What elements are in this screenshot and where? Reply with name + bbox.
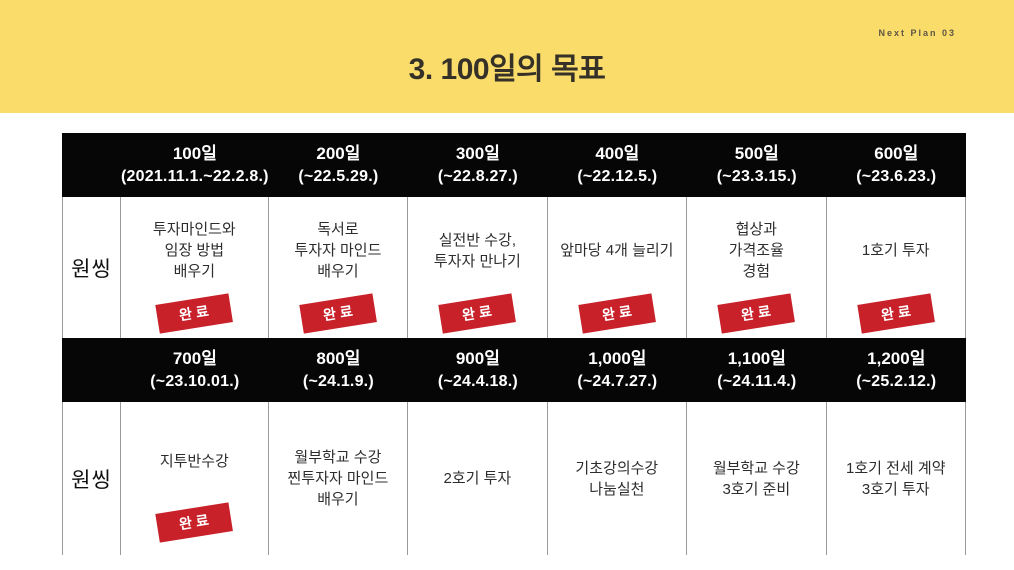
goal-cell-500: 협상과 가격조율 경험 완료 bbox=[687, 197, 827, 338]
header-days: 200일 bbox=[316, 143, 361, 163]
header-range: (~24.11.4.) bbox=[717, 372, 797, 390]
header-spacer-2 bbox=[62, 338, 121, 402]
header-range: (~23.3.15.) bbox=[716, 167, 797, 185]
goal-text: 투자마인드와 임장 방법 배우기 bbox=[152, 221, 236, 280]
header-range: (~24.1.9.) bbox=[302, 372, 374, 390]
goal-cell-1000: 기초강의수강 나눔실천 bbox=[547, 402, 688, 555]
goal-text: 2호기 투자 bbox=[443, 470, 512, 487]
goal-text: 월부학교 수강 찐투자자 마인드 배우기 bbox=[287, 449, 389, 508]
header-500days: 500일 (~23.3.15.) bbox=[687, 133, 827, 197]
header-range: (~24.7.27.) bbox=[577, 372, 658, 390]
header-100days: 100일 (2021.11.1.~22.2.8.) bbox=[121, 133, 269, 197]
goal-cell-200: 독서로 투자자 마인드 배우기 완료 bbox=[268, 197, 409, 338]
header-days: 700일 bbox=[172, 348, 217, 368]
complete-stamp: 완료 bbox=[578, 293, 656, 334]
complete-stamp: 완료 bbox=[717, 293, 795, 334]
header-range: (~22.8.27.) bbox=[437, 167, 518, 185]
goal-cell-700: 지투반수강 완료 bbox=[121, 402, 269, 555]
header-days: 400일 bbox=[595, 143, 640, 163]
header-days: 800일 bbox=[316, 348, 361, 368]
header-1100days: 1,100일 (~24.11.4.) bbox=[687, 338, 827, 402]
header-range: (~23.6.23.) bbox=[856, 167, 937, 185]
goal-cell-900: 2호기 투자 bbox=[408, 402, 548, 555]
brand-label: Next Plan 03 bbox=[878, 28, 956, 38]
goal-cell-300: 실전반 수강, 투자자 만나기 완료 bbox=[408, 197, 548, 338]
header-days: 1,000일 bbox=[588, 348, 647, 368]
goal-text: 앞마당 4개 늘리기 bbox=[560, 242, 674, 259]
goal-cell-1200: 1호기 전세 계약 3호기 투자 bbox=[826, 402, 966, 555]
header-range: (2021.11.1.~22.2.8.) bbox=[121, 167, 269, 185]
title-band bbox=[0, 0, 1014, 113]
page-title: 3. 100일의 목표 bbox=[408, 53, 606, 86]
header-range: (~23.10.01.) bbox=[150, 372, 240, 390]
goal-table: 100일 (2021.11.1.~22.2.8.) 200일 (~22.5.29… bbox=[62, 133, 966, 555]
goal-text: 1호기 전세 계약 3호기 투자 bbox=[846, 459, 946, 498]
complete-stamp: 완료 bbox=[857, 293, 935, 334]
header-range: (~22.5.29.) bbox=[298, 167, 379, 185]
goal-text: 협상과 가격조율 경험 bbox=[728, 221, 784, 280]
header-1200days: 1,200일 (~25.2.12.) bbox=[826, 338, 966, 402]
header-days: 1,200일 bbox=[867, 348, 926, 368]
goal-text: 독서로 투자자 마인드 배우기 bbox=[294, 221, 382, 280]
complete-stamp: 완료 bbox=[155, 502, 234, 543]
header-days: 300일 bbox=[455, 143, 500, 163]
complete-stamp: 완료 bbox=[299, 293, 377, 334]
header-400days: 400일 (~22.12.5.) bbox=[547, 133, 688, 197]
header-days: 100일 bbox=[172, 143, 217, 163]
header-300days: 300일 (~22.8.27.) bbox=[408, 133, 548, 197]
header-range: (~22.12.5.) bbox=[577, 167, 658, 185]
header-900days: 900일 (~24.4.18.) bbox=[408, 338, 548, 402]
goal-text: 기초강의수강 나눔실천 bbox=[575, 459, 659, 498]
goal-text: 지투반수강 bbox=[159, 453, 229, 470]
header-days: 600일 bbox=[874, 143, 919, 163]
goal-cell-1100: 월부학교 수강 3호기 준비 bbox=[687, 402, 827, 555]
header-range: (~24.4.18.) bbox=[437, 372, 518, 390]
row-label-onething: 원씽 bbox=[62, 402, 121, 555]
goal-text: 월부학교 수강 3호기 준비 bbox=[712, 459, 800, 498]
header-range: (~25.2.12.) bbox=[856, 372, 937, 390]
goal-text: 1호기 투자 bbox=[861, 242, 930, 259]
goal-cell-400: 앞마당 4개 늘리기 완료 bbox=[547, 197, 688, 338]
header-800days: 800일 (~24.1.9.) bbox=[268, 338, 409, 402]
goal-cell-100: 투자마인드와 임장 방법 배우기 완료 bbox=[121, 197, 269, 338]
header-days: 500일 bbox=[734, 143, 779, 163]
header-700days: 700일 (~23.10.01.) bbox=[121, 338, 269, 402]
header-days: 1,100일 bbox=[727, 348, 786, 368]
header-200days: 200일 (~22.5.29.) bbox=[268, 133, 409, 197]
header-days: 900일 bbox=[455, 348, 500, 368]
complete-stamp: 완료 bbox=[438, 293, 517, 334]
complete-stamp: 완료 bbox=[155, 293, 234, 334]
goal-text: 실전반 수강, 투자자 만나기 bbox=[433, 231, 521, 270]
header-spacer-1 bbox=[62, 133, 121, 197]
goal-cell-800: 월부학교 수강 찐투자자 마인드 배우기 bbox=[268, 402, 409, 555]
header-600days: 600일 (~23.6.23.) bbox=[826, 133, 966, 197]
goal-cell-600: 1호기 투자 완료 bbox=[826, 197, 966, 338]
row-label-onething: 원씽 bbox=[62, 197, 121, 338]
header-1000days: 1,000일 (~24.7.27.) bbox=[547, 338, 688, 402]
